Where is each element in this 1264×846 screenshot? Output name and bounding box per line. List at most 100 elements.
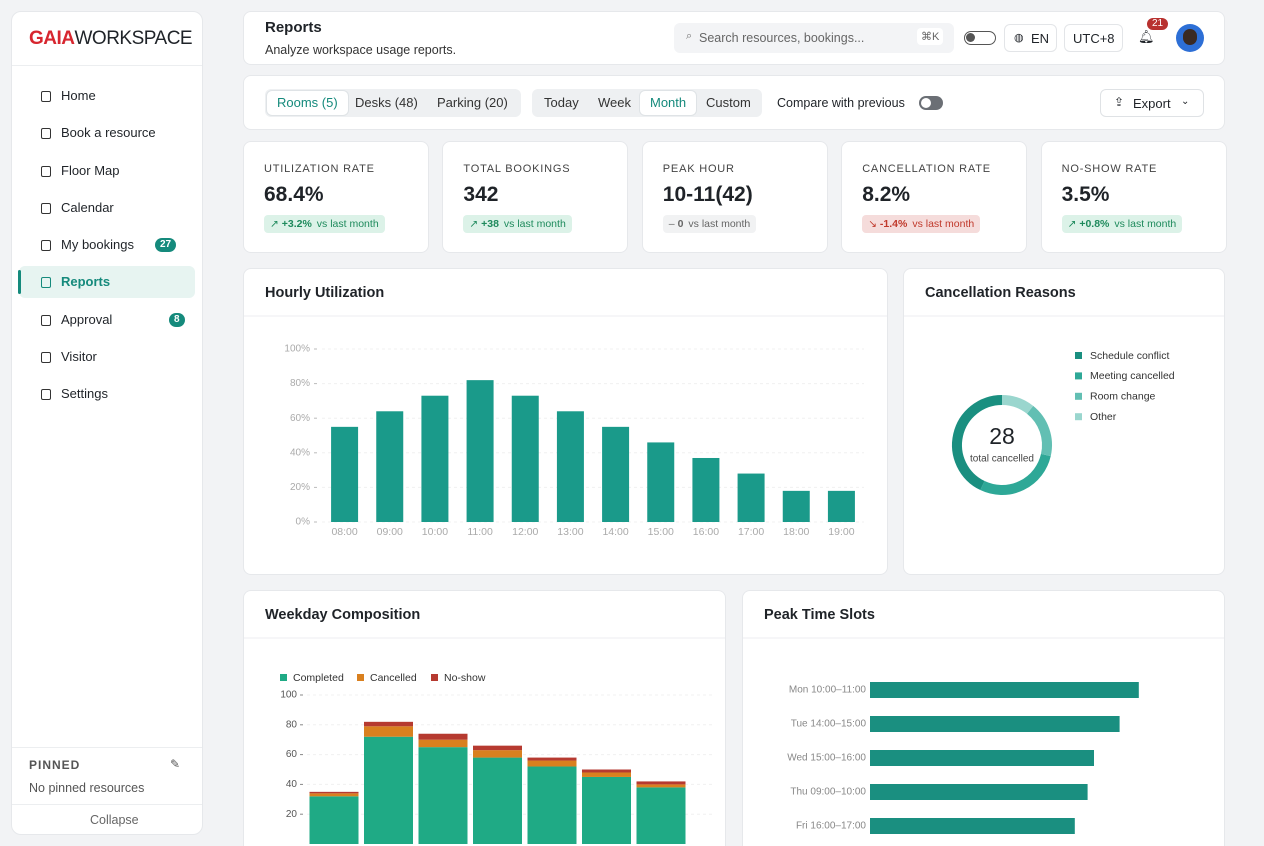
legend-swatch [280, 674, 287, 681]
bar [602, 426, 630, 522]
bar [511, 395, 539, 522]
legend-label: Schedule conflict [1090, 350, 1169, 362]
bar [870, 750, 1094, 766]
tab[interactable]: Parking (20) [437, 95, 508, 110]
search-placeholder: Search resources, bookings... [699, 31, 865, 45]
trend-icon: ↘ [868, 218, 880, 230]
chevron: ⌄ [1181, 96, 1190, 107]
tab[interactable]: Week [598, 95, 631, 110]
nav-label: Book a resource [61, 125, 156, 141]
y-tick-label: 60 [286, 749, 298, 760]
nav-item[interactable]: Floor Map [19, 155, 195, 187]
y-tick-label: Wed 15:00–16:00 [787, 753, 866, 764]
bar [782, 490, 810, 522]
cancellation-chart: Cancellation Reasons Schedule conflict Mee… [904, 285, 1224, 495]
x-tick-label: 09:00 [377, 526, 403, 538]
donut-segment [980, 453, 1051, 495]
nav-item[interactable]: Settings [19, 378, 195, 410]
x-tick-label: 19:00 [828, 526, 854, 538]
kpi-value: 10-11(42) [662, 183, 753, 206]
y-tick-label: 100% [284, 344, 310, 355]
nav-item[interactable]: Book a resource [19, 117, 195, 149]
kpi-label: UTILIZATION RATE [264, 163, 375, 175]
legend-swatch [357, 674, 364, 681]
bar-segment [418, 747, 468, 844]
pinned-empty: No pinned resources [29, 781, 145, 795]
divider [12, 65, 202, 66]
tab[interactable]: Desks (48) [355, 95, 418, 110]
tab[interactable]: Rooms (5) [267, 91, 348, 115]
bar [870, 716, 1120, 732]
legend-swatch [1075, 413, 1082, 421]
period-tabs: Today Week Month Custom [532, 89, 762, 117]
y-tick-label: 100 [280, 690, 297, 701]
nav-item[interactable]: Reports [18, 266, 195, 299]
avatar[interactable] [1176, 24, 1204, 52]
bar [870, 818, 1075, 834]
y-tick-label: Tue 14:00–15:00 [791, 719, 867, 730]
nav-badge: 8 [169, 312, 185, 327]
search-icon: ⌕ [686, 30, 693, 42]
collapse-button[interactable]: Collapse [90, 813, 139, 827]
tab[interactable]: Custom [706, 95, 751, 110]
export-button[interactable]: ⇪ Export ⌄ [1100, 89, 1204, 117]
bell-icon[interactable]: 🔔︎ [1138, 29, 1155, 44]
nav-label: Calendar [61, 199, 114, 215]
nav-icon [41, 277, 51, 289]
chart-title: Peak Time Slots [764, 607, 875, 623]
kpi-card: UTILIZATION RATE 68.4% ↗ +3.2% vs last mont… [243, 141, 429, 253]
delta-note: vs last month [688, 218, 751, 230]
tab[interactable]: Today [544, 95, 579, 110]
nav: Home Book a resource Floor Map Calendar My b… [12, 12, 202, 432]
bar [331, 426, 359, 522]
timezone-button[interactable]: UTC+8 [1064, 24, 1123, 52]
compare-toggle[interactable] [919, 96, 943, 110]
kpi-delta: ↗ +0.8% vs last month [1061, 215, 1183, 233]
bar [421, 395, 449, 522]
kpi-card: PEAK HOUR 10-11(42) – 0 vs last month [641, 141, 828, 253]
nav-item[interactable]: Home [19, 80, 195, 112]
language-button[interactable]: ◍ EN [1004, 24, 1057, 52]
bar [556, 411, 584, 522]
delta-note: vs last month [503, 218, 566, 230]
y-tick-label: Thu 09:00–10:00 [790, 787, 866, 798]
search-box[interactable]: ⌕ Search resources, bookings... ⌘K [674, 23, 954, 53]
x-tick-label: 08:00 [331, 526, 357, 538]
bar [737, 473, 765, 522]
divider [12, 804, 202, 805]
bar [870, 682, 1139, 698]
nav-badge: 27 [155, 238, 177, 252]
bar-segment [582, 776, 631, 844]
nav-label: Approval [61, 311, 113, 327]
nav-item[interactable]: Approval 8 [19, 304, 195, 336]
nav-icon [41, 240, 51, 251]
nav-item[interactable]: My bookings 27 [19, 229, 195, 261]
card: Peak Time Slots Mon 10:00–11:00 Tue 14:00–… [742, 590, 1225, 846]
brand-rest: WORKSPACE [74, 28, 193, 49]
toggle-knob [966, 33, 975, 42]
y-tick-label: 0% [296, 517, 311, 528]
bar-segment [364, 721, 413, 727]
chart-title: Hourly Utilization [265, 285, 384, 301]
theme-toggle[interactable] [964, 31, 996, 45]
bar [376, 411, 404, 522]
edit-icon[interactable]: ✎ [170, 757, 181, 771]
legend-label: Room change [1090, 391, 1156, 403]
y-tick-label: 20 [286, 809, 298, 820]
nav-item[interactable]: Visitor [19, 341, 195, 373]
legend-swatch [1075, 352, 1082, 359]
nav-icon [41, 91, 51, 102]
brand[interactable]: GAIAWORKSPACE [29, 28, 193, 50]
y-tick-label: 40 [286, 779, 298, 790]
notification-badge: 21 [1147, 18, 1169, 30]
kpi-delta: ↗ +3.2% vs last month [264, 215, 385, 233]
nav-label: Floor Map [61, 162, 120, 178]
kpi-value: 8.2% [862, 183, 911, 206]
x-tick-label: 16:00 [693, 526, 719, 538]
kpi-delta: ↗ +38 vs last month [463, 215, 572, 233]
delta-value: 0 [677, 218, 684, 230]
tab[interactable]: Month [640, 91, 697, 115]
trend-icon: – [668, 218, 678, 230]
x-tick-label: 17:00 [738, 526, 764, 538]
nav-item[interactable]: Calendar [19, 192, 195, 224]
